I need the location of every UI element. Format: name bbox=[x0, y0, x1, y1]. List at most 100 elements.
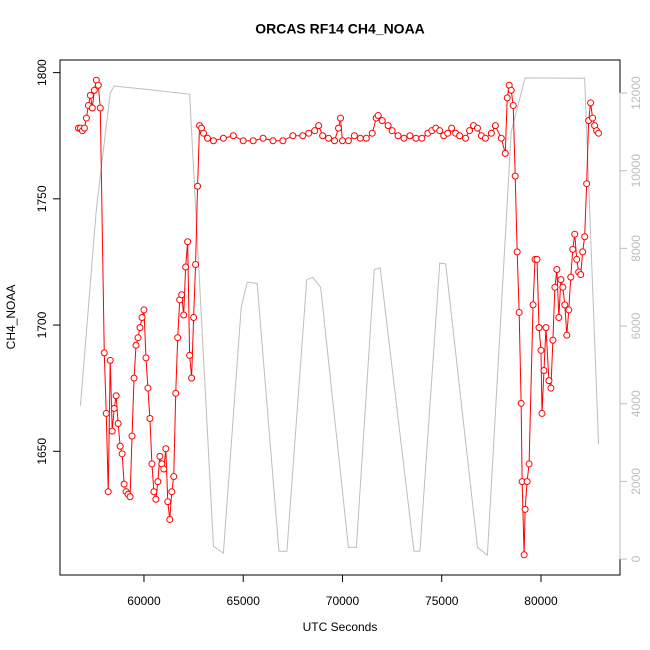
data-point bbox=[100, 349, 108, 357]
data-point bbox=[315, 122, 323, 130]
data-point bbox=[579, 248, 587, 256]
data-point bbox=[325, 134, 333, 142]
data-point bbox=[501, 149, 509, 157]
data-point bbox=[538, 409, 546, 417]
data-point bbox=[132, 341, 140, 349]
data-point bbox=[144, 384, 152, 392]
data-point bbox=[180, 311, 188, 319]
data-point bbox=[209, 137, 217, 145]
data-point bbox=[162, 445, 170, 453]
data-point bbox=[529, 301, 537, 309]
data-point bbox=[305, 129, 313, 137]
data-point bbox=[170, 473, 178, 481]
data-point bbox=[299, 132, 307, 140]
data-point bbox=[219, 134, 227, 142]
data-point bbox=[86, 91, 94, 99]
data-point bbox=[112, 392, 120, 400]
data-point bbox=[473, 124, 481, 132]
data-point bbox=[547, 384, 555, 392]
data-point bbox=[114, 420, 122, 428]
data-point bbox=[350, 132, 358, 140]
data-point bbox=[577, 271, 585, 279]
data-point bbox=[82, 114, 90, 122]
data-point bbox=[174, 334, 182, 342]
y2-tick-label: 12000 bbox=[629, 76, 643, 110]
data-point bbox=[138, 314, 146, 321]
data-point bbox=[448, 124, 456, 132]
data-point bbox=[338, 137, 346, 145]
data-point bbox=[462, 134, 470, 142]
data-point bbox=[540, 367, 548, 375]
data-point bbox=[565, 306, 573, 314]
data-point bbox=[156, 452, 164, 460]
data-point bbox=[374, 112, 382, 120]
x-tick-label: 60000 bbox=[127, 594, 161, 608]
y-tick-label: 1750 bbox=[35, 185, 49, 212]
data-point bbox=[203, 134, 211, 142]
data-point bbox=[545, 377, 553, 385]
y2-tick-label: 8000 bbox=[629, 235, 643, 262]
data-point bbox=[249, 137, 257, 145]
y2-tick-label: 4000 bbox=[629, 390, 643, 417]
y2-tick-label: 10000 bbox=[629, 154, 643, 188]
data-point bbox=[456, 132, 464, 140]
data-point bbox=[503, 94, 511, 102]
data-point bbox=[118, 450, 126, 458]
y2-tick-label: 6000 bbox=[629, 312, 643, 339]
data-point bbox=[88, 104, 96, 112]
data-point bbox=[513, 248, 521, 256]
data-point bbox=[166, 515, 174, 523]
data-point bbox=[259, 134, 267, 142]
data-point bbox=[525, 460, 533, 468]
series-line bbox=[79, 77, 600, 557]
data-point bbox=[589, 114, 597, 122]
data-point bbox=[194, 182, 202, 190]
data-point bbox=[542, 324, 550, 332]
data-point bbox=[533, 255, 541, 263]
data-point bbox=[515, 308, 523, 316]
data-point bbox=[110, 404, 118, 412]
data-point bbox=[563, 331, 571, 339]
data-point bbox=[94, 81, 102, 89]
data-point bbox=[192, 260, 200, 268]
data-point bbox=[182, 263, 190, 271]
data-point bbox=[511, 172, 519, 180]
data-point bbox=[487, 129, 495, 137]
data-point bbox=[148, 460, 156, 468]
data-point bbox=[90, 86, 98, 94]
data-point bbox=[571, 230, 579, 238]
data-point bbox=[567, 273, 575, 281]
data-point bbox=[561, 301, 569, 309]
data-point bbox=[497, 134, 505, 142]
data-point bbox=[559, 283, 567, 291]
data-point bbox=[335, 124, 343, 132]
data-point bbox=[520, 551, 528, 559]
data-point bbox=[106, 356, 114, 364]
y2-tick-label: 0 bbox=[629, 555, 643, 562]
data-point bbox=[190, 314, 198, 321]
x-tick-label: 75000 bbox=[425, 594, 459, 608]
data-point bbox=[126, 493, 134, 501]
data-point bbox=[130, 374, 138, 382]
data-point bbox=[319, 132, 327, 140]
data-point bbox=[104, 488, 112, 496]
data-point bbox=[331, 137, 339, 145]
y-axis-label: CH4_NOAA bbox=[4, 285, 18, 350]
data-point bbox=[569, 245, 577, 253]
data-point bbox=[172, 389, 180, 397]
data-point bbox=[509, 101, 517, 109]
data-point bbox=[200, 129, 208, 137]
data-point bbox=[102, 409, 110, 417]
data-point bbox=[188, 374, 196, 382]
data-point bbox=[108, 427, 116, 435]
data-point bbox=[142, 354, 150, 362]
data-point bbox=[466, 127, 474, 135]
data-point bbox=[553, 266, 561, 274]
data-point bbox=[269, 137, 277, 145]
data-point bbox=[368, 129, 376, 137]
y-tick-label: 1700 bbox=[35, 311, 49, 338]
data-point bbox=[279, 137, 287, 145]
data-point bbox=[344, 137, 352, 145]
data-point bbox=[535, 324, 543, 332]
